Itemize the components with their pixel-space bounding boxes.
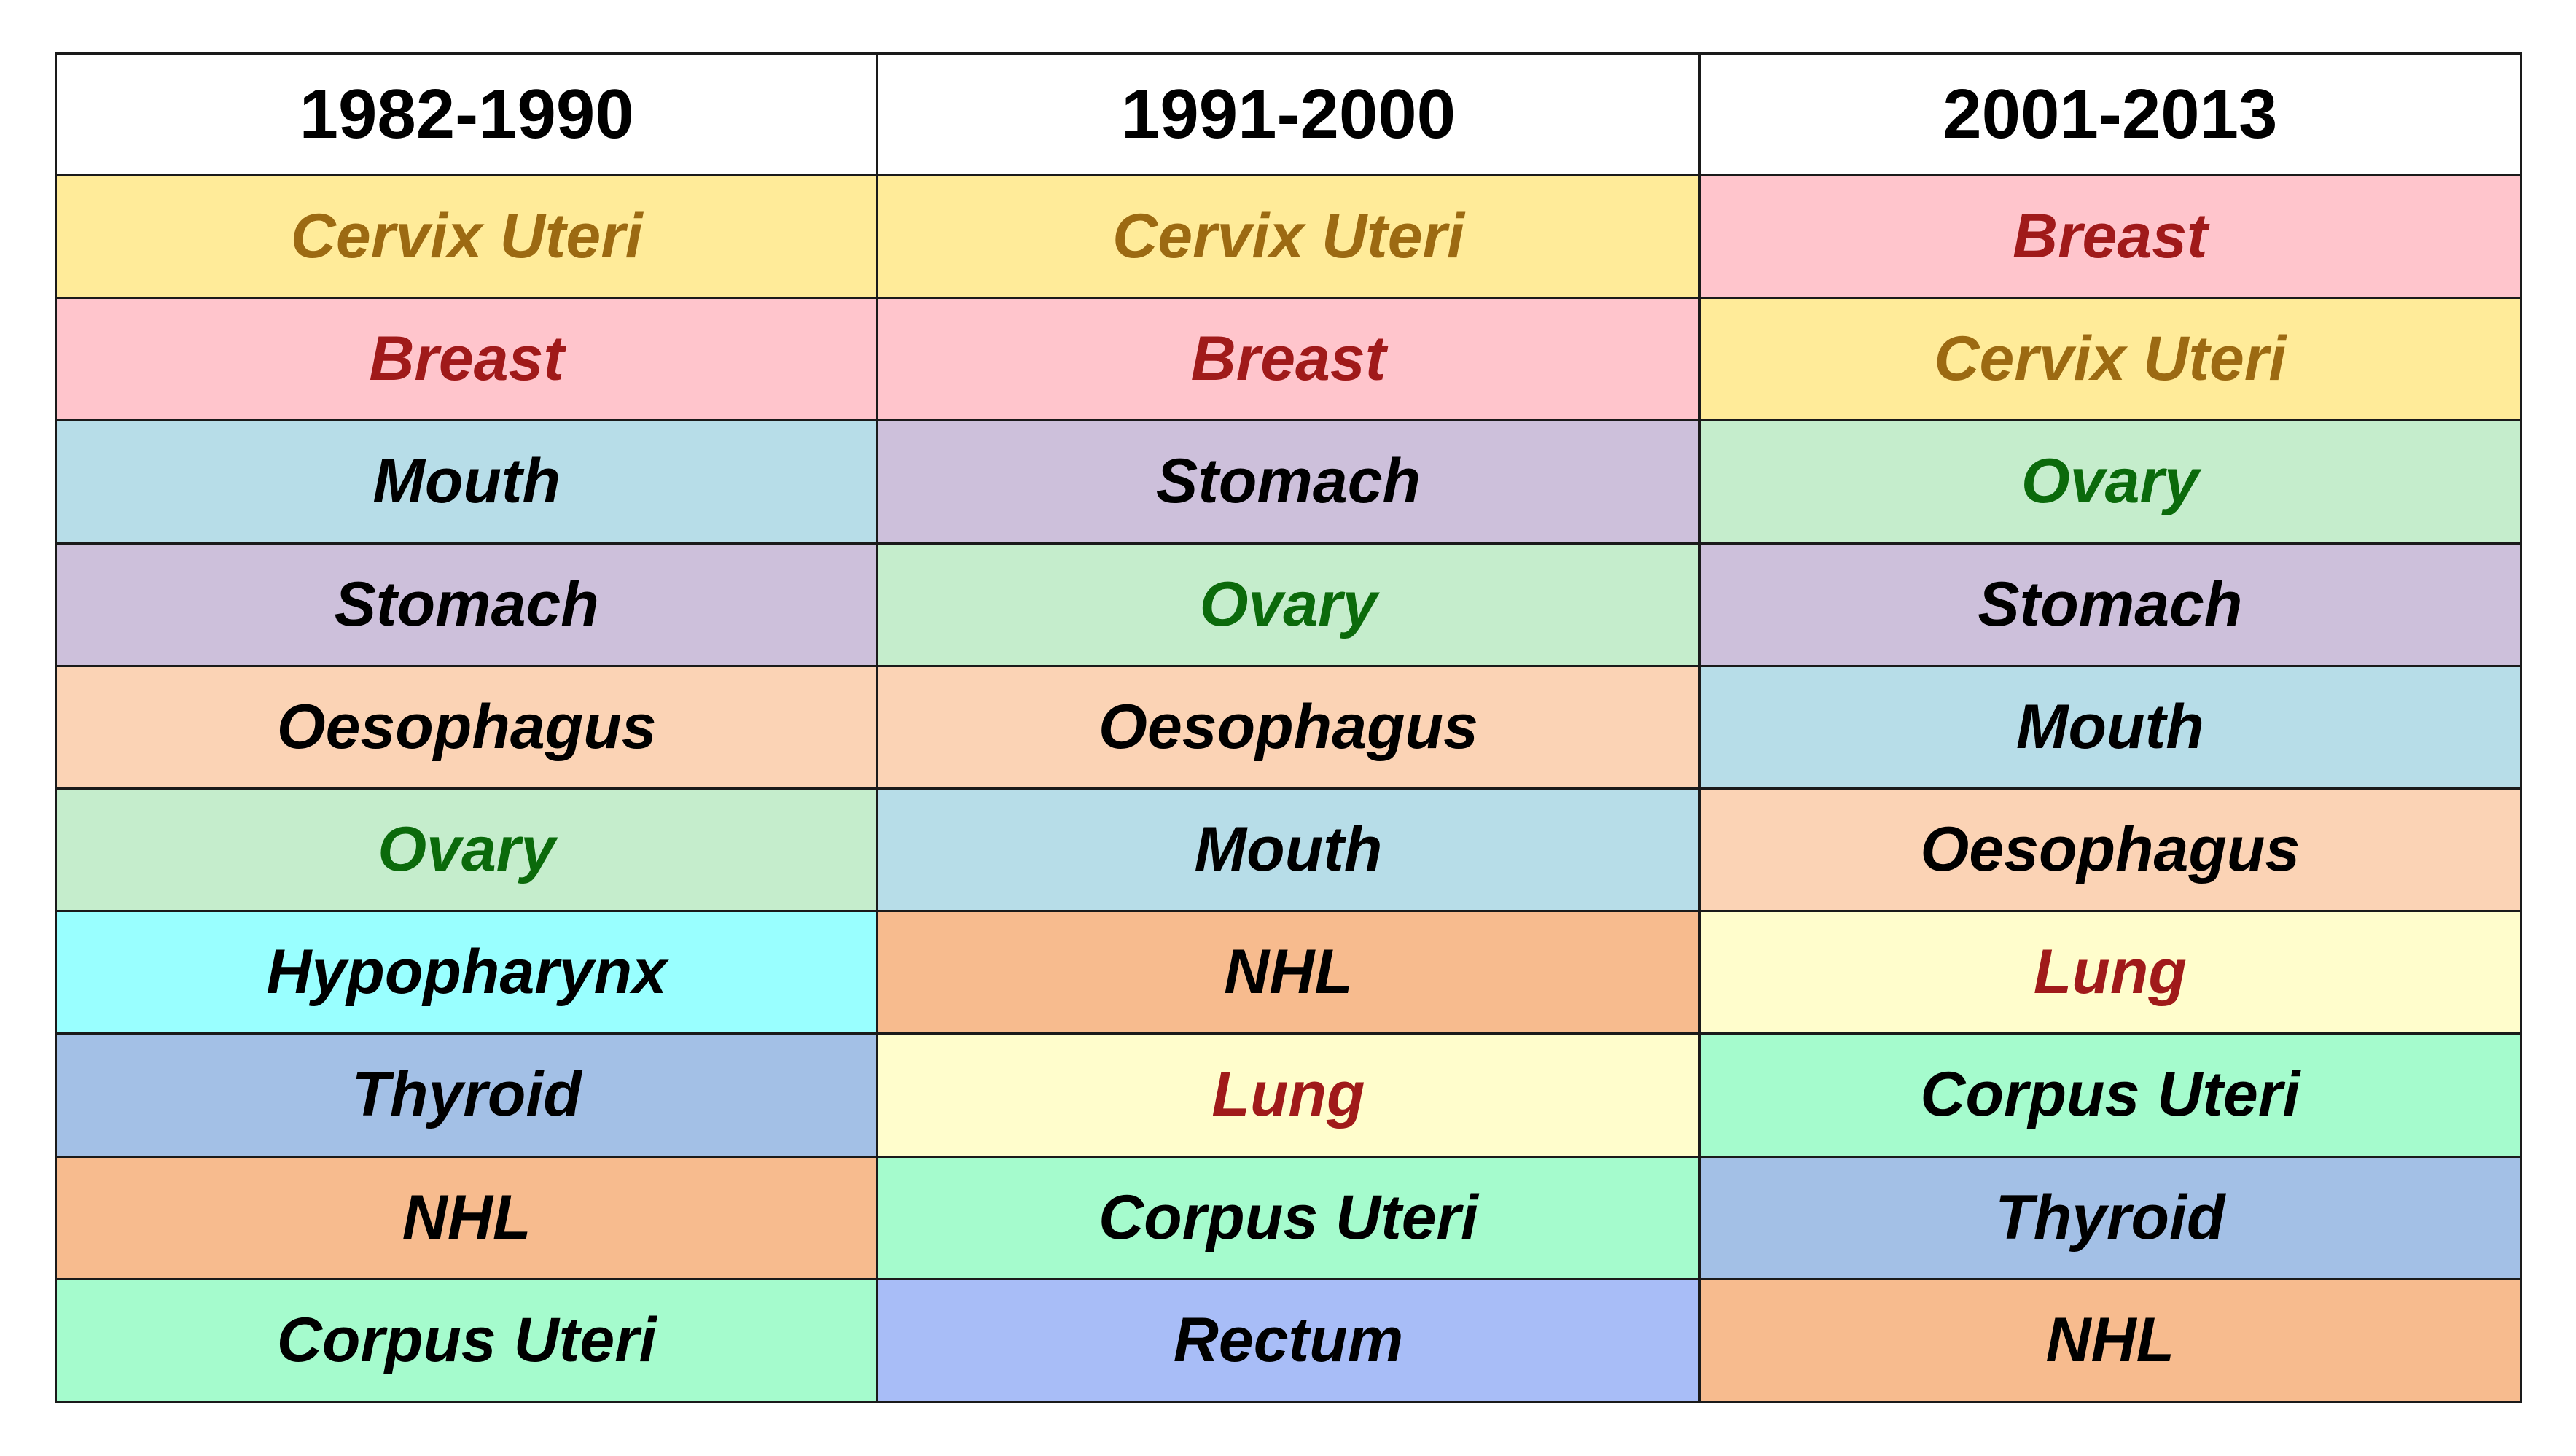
table-cell: Mouth xyxy=(1698,664,2523,790)
table-cell: Mouth xyxy=(876,787,1701,913)
table-cell: Lung xyxy=(876,1032,1701,1158)
table-row: NHL Corpus Uteri Thyroid xyxy=(54,1155,2523,1280)
table-cell: Lung xyxy=(1698,910,2523,1035)
table-cell: Thyroid xyxy=(1698,1155,2523,1280)
table-row: Oesophagus Oesophagus Mouth xyxy=(54,664,2523,790)
column-header-period-3: 2001-2013 xyxy=(1698,52,2523,176)
table-row: Thyroid Lung Corpus Uteri xyxy=(54,1032,2523,1158)
table-row: Stomach Ovary Stomach xyxy=(54,542,2523,667)
table-cell: NHL xyxy=(876,910,1701,1035)
table-row: Ovary Mouth Oesophagus xyxy=(54,787,2523,913)
table-row: Cervix Uteri Cervix Uteri Breast xyxy=(54,174,2523,300)
table-cell: Rectum xyxy=(876,1277,1701,1404)
table-cell: Breast xyxy=(1698,174,2523,300)
table-cell: Stomach xyxy=(54,542,879,667)
table-cell: Cervix Uteri xyxy=(54,174,879,300)
table-cell: Hypopharynx xyxy=(54,910,879,1035)
table-cell: Cervix Uteri xyxy=(1698,297,2523,422)
table-cell: Oesophagus xyxy=(1698,787,2523,913)
table-cell: Breast xyxy=(54,297,879,422)
table-cell: Stomach xyxy=(876,419,1701,545)
table-cell: Breast xyxy=(876,297,1701,422)
table-row: Breast Breast Cervix Uteri xyxy=(54,297,2523,422)
table-cell: Ovary xyxy=(1698,419,2523,545)
table-cell: NHL xyxy=(54,1155,879,1280)
table-cell: Oesophagus xyxy=(876,664,1701,790)
table-row: Corpus Uteri Rectum NHL xyxy=(54,1277,2523,1404)
column-header-period-1: 1982-1990 xyxy=(54,52,879,176)
table-cell: Ovary xyxy=(876,542,1701,667)
table-cell: NHL xyxy=(1698,1277,2523,1404)
table-cell: Ovary xyxy=(54,787,879,913)
table-row: Hypopharynx NHL Lung xyxy=(54,910,2523,1035)
table-cell: Corpus Uteri xyxy=(1698,1032,2523,1158)
column-header-period-2: 1991-2000 xyxy=(876,52,1701,176)
header-row: 1982-1990 1991-2000 2001-2013 xyxy=(54,52,2523,176)
table-cell: Thyroid xyxy=(54,1032,879,1158)
table-cell: Stomach xyxy=(1698,542,2523,667)
table-cell: Corpus Uteri xyxy=(876,1155,1701,1280)
cancer-rank-table: 1982-1990 1991-2000 2001-2013 Cervix Ute… xyxy=(54,52,2523,1404)
table-cell: Mouth xyxy=(54,419,879,545)
table-cell: Corpus Uteri xyxy=(54,1277,879,1404)
table-row: Mouth Stomach Ovary xyxy=(54,419,2523,545)
table-cell: Cervix Uteri xyxy=(876,174,1701,300)
table-cell: Oesophagus xyxy=(54,664,879,790)
